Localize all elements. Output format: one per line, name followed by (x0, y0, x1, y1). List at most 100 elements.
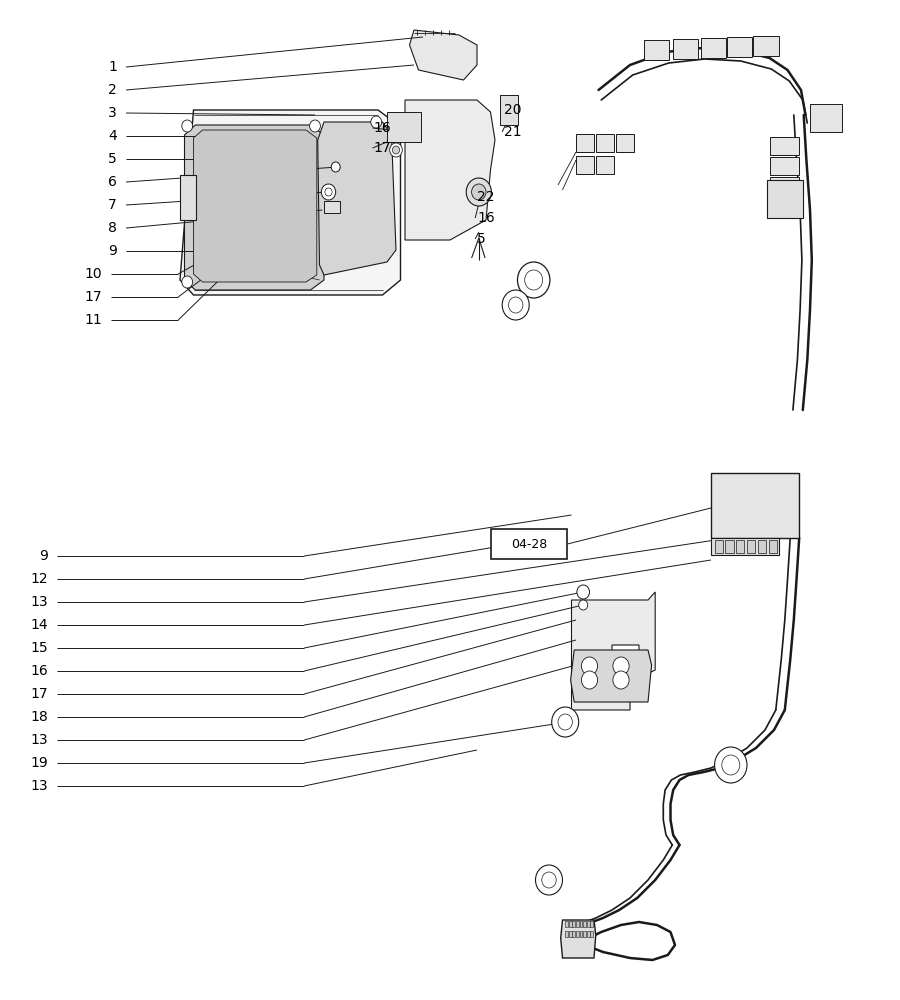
Polygon shape (180, 110, 400, 295)
Polygon shape (753, 36, 778, 56)
Polygon shape (410, 30, 477, 80)
Polygon shape (770, 177, 799, 195)
Circle shape (472, 184, 486, 200)
Text: 16: 16 (30, 664, 48, 678)
Polygon shape (324, 201, 340, 213)
Text: 1: 1 (108, 60, 117, 74)
Circle shape (613, 657, 629, 675)
Text: 18: 18 (30, 710, 48, 724)
Text: 14: 14 (30, 618, 48, 632)
Polygon shape (711, 538, 778, 555)
Polygon shape (569, 931, 572, 937)
Polygon shape (561, 920, 596, 958)
Text: 13: 13 (30, 595, 48, 609)
Text: 5: 5 (108, 152, 117, 166)
Circle shape (182, 120, 193, 132)
Circle shape (518, 262, 550, 298)
Polygon shape (580, 921, 582, 927)
Polygon shape (572, 921, 575, 927)
Text: 3: 3 (108, 106, 117, 120)
Circle shape (508, 297, 523, 313)
Polygon shape (770, 157, 799, 175)
Polygon shape (701, 38, 726, 58)
Polygon shape (572, 592, 655, 710)
Circle shape (390, 143, 402, 157)
Polygon shape (500, 95, 518, 125)
Text: 16: 16 (477, 211, 495, 225)
Circle shape (552, 707, 579, 737)
Circle shape (542, 872, 556, 888)
Circle shape (371, 116, 382, 128)
Text: 10: 10 (84, 267, 102, 281)
Circle shape (536, 865, 562, 895)
Text: 9: 9 (108, 244, 117, 258)
Circle shape (321, 184, 336, 200)
Text: 17: 17 (374, 141, 392, 155)
Polygon shape (736, 540, 744, 553)
Polygon shape (758, 540, 766, 553)
Text: 15: 15 (30, 641, 48, 655)
Text: 9: 9 (39, 549, 48, 563)
Polygon shape (565, 931, 568, 937)
Circle shape (722, 755, 740, 775)
Polygon shape (405, 100, 495, 240)
Text: 4: 4 (108, 129, 117, 143)
Text: 7: 7 (108, 198, 117, 212)
Polygon shape (580, 931, 582, 937)
Polygon shape (194, 130, 317, 282)
Text: 5: 5 (477, 232, 486, 246)
Text: 13: 13 (30, 779, 48, 793)
Circle shape (392, 146, 400, 154)
Circle shape (331, 162, 340, 172)
Text: 13: 13 (30, 733, 48, 747)
Circle shape (466, 178, 491, 206)
Polygon shape (387, 112, 421, 142)
Polygon shape (747, 540, 755, 553)
Text: 12: 12 (30, 572, 48, 586)
Polygon shape (180, 175, 196, 220)
Polygon shape (767, 180, 803, 218)
Polygon shape (715, 540, 723, 553)
Polygon shape (596, 134, 614, 152)
Polygon shape (491, 529, 567, 559)
Polygon shape (583, 921, 586, 927)
Circle shape (325, 188, 332, 196)
Text: 17: 17 (84, 290, 102, 304)
Circle shape (613, 671, 629, 689)
Text: 04-28: 04-28 (511, 538, 547, 550)
Polygon shape (576, 134, 594, 152)
Polygon shape (770, 137, 799, 155)
Polygon shape (711, 473, 799, 538)
Polygon shape (616, 134, 634, 152)
Polygon shape (725, 540, 734, 553)
Polygon shape (565, 921, 568, 927)
Polygon shape (590, 921, 593, 927)
Polygon shape (318, 122, 396, 275)
Text: 2: 2 (108, 83, 117, 97)
Polygon shape (810, 104, 842, 132)
Polygon shape (576, 931, 579, 937)
Polygon shape (587, 921, 590, 927)
Text: 17: 17 (30, 687, 48, 701)
Polygon shape (590, 931, 593, 937)
Text: 6: 6 (108, 175, 117, 189)
Circle shape (502, 290, 529, 320)
Text: 11: 11 (84, 313, 102, 327)
Text: 22: 22 (477, 190, 494, 204)
Circle shape (581, 671, 598, 689)
Polygon shape (596, 156, 614, 174)
Text: 19: 19 (30, 756, 48, 770)
Text: 16: 16 (374, 121, 392, 135)
Polygon shape (673, 39, 698, 59)
Circle shape (558, 714, 572, 730)
Circle shape (577, 585, 590, 599)
Polygon shape (644, 40, 669, 60)
Circle shape (525, 270, 543, 290)
Polygon shape (184, 125, 324, 290)
Polygon shape (571, 650, 652, 702)
Text: 21: 21 (504, 125, 522, 139)
Text: 8: 8 (108, 221, 117, 235)
Polygon shape (576, 921, 579, 927)
Polygon shape (769, 540, 777, 553)
Circle shape (310, 120, 320, 132)
